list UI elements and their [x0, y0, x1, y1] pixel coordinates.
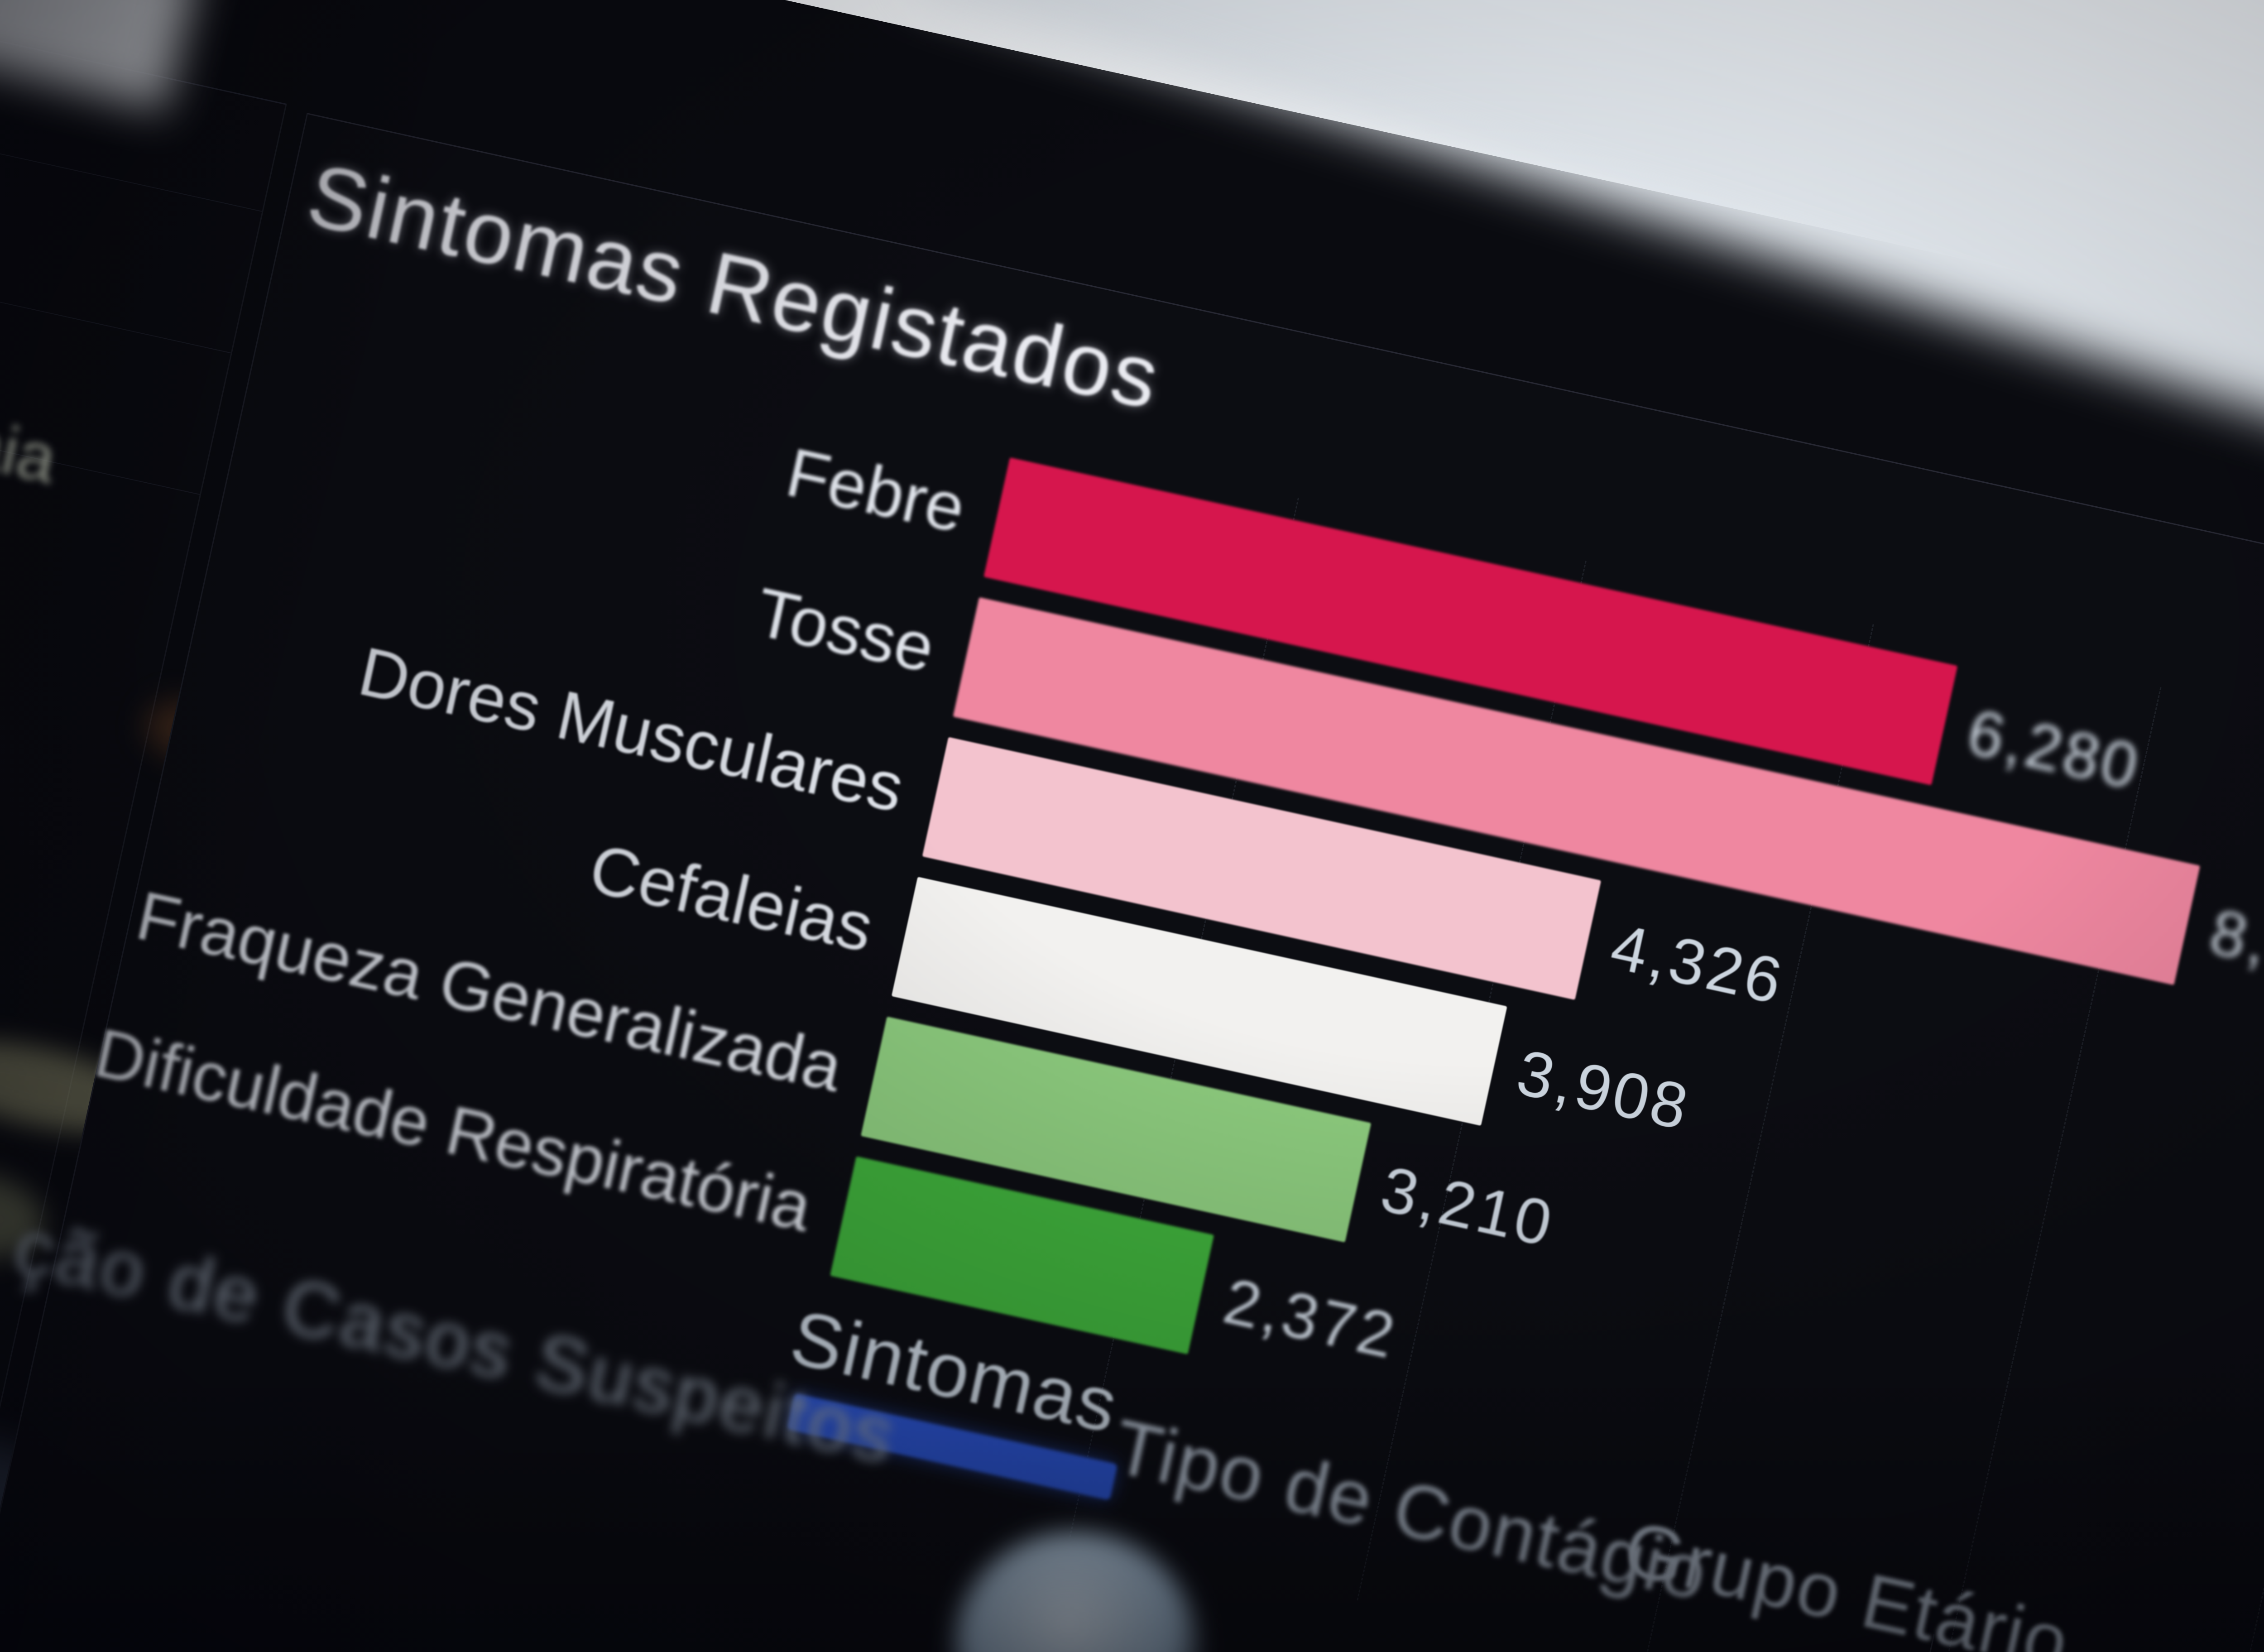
value-label: 4,326 [1604, 910, 1791, 1018]
value-label: 3,210 [1375, 1153, 1561, 1261]
value-label: 2,372 [1217, 1264, 1404, 1373]
sidebar-divider [0, 223, 231, 354]
value-label: 3,908 [1511, 1036, 1697, 1144]
sidebar-item-gaia[interactable]: o Gaia [0, 380, 63, 498]
value-label: 6,280 [1961, 695, 2147, 803]
